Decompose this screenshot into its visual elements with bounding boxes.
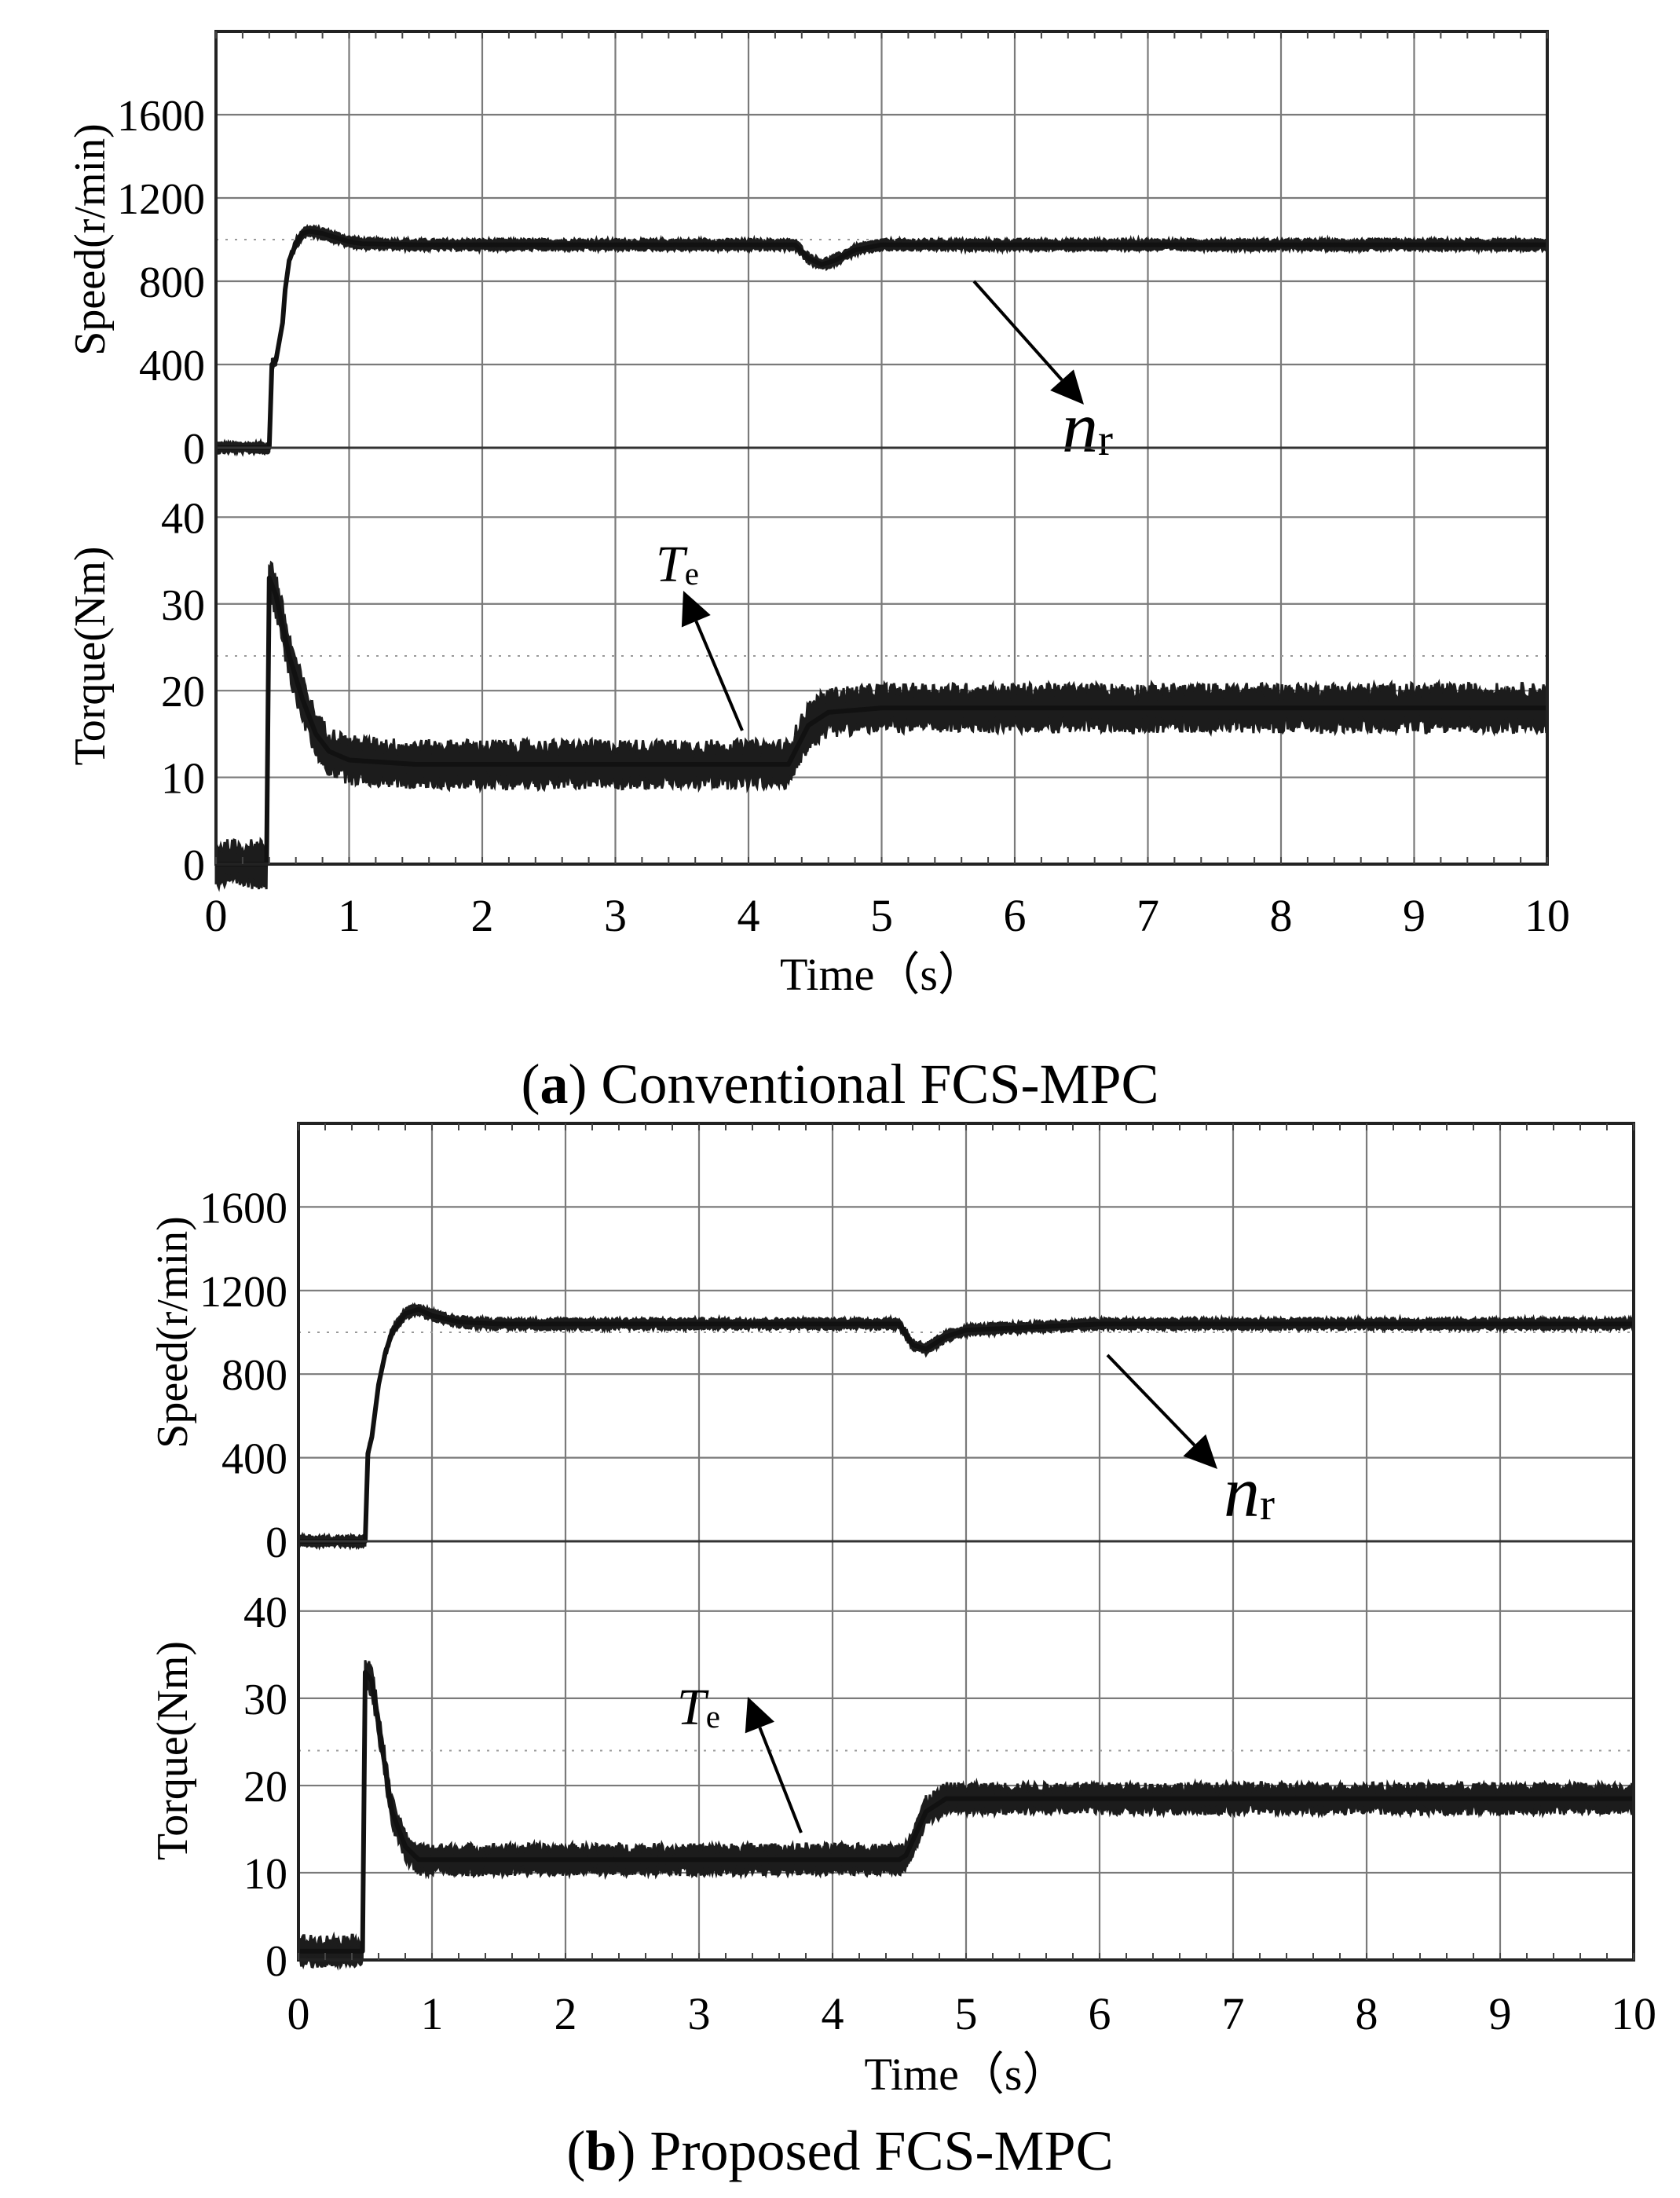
y-tick-label: 30 [161,581,205,630]
annotation-Te: Te [656,536,744,731]
y-tick-label: 10 [243,1850,287,1899]
caption-a-text: Conventional FCS-MPC [601,1053,1159,1115]
y-tick-label: 30 [243,1676,287,1724]
y-tick-label: 800 [139,258,205,307]
annotation-arrow-line [1106,1354,1196,1447]
caption-b-text: Proposed FCS-MPC [650,2119,1114,2182]
x-tick-label: 10 [1611,1988,1656,2039]
chart-panel-b: 040080012001600Speed(r/min)nr010203040To… [148,1122,1656,2100]
y-tick-label: 0 [183,841,205,890]
annotation-label: Te [656,536,699,593]
annotation-label: nr [1224,1452,1275,1532]
x-tick-label: 9 [1403,890,1426,941]
x-tick-label: 5 [955,1988,978,2039]
y-tick-label: 0 [183,425,205,474]
x-tick-label: 6 [1004,890,1027,941]
y-tick-label: 40 [243,1588,287,1637]
annotation-label: nr [1062,387,1113,467]
annotation-nr: nr [1106,1354,1275,1532]
subplot-torque: 0 10 20 30 40 Torque(Nm) Te [148,1541,1635,1986]
annotation-arrow-line [972,280,1063,381]
x-tick-label: 4 [738,890,760,941]
y-tick-label: 400 [221,1435,287,1484]
x-tick-label: 2 [555,1988,577,2039]
x-tick-label: 5 [870,890,893,941]
x-tick-label: 3 [604,890,627,941]
caption-a-letter: a [540,1053,569,1115]
annotation-label: Te [677,1679,720,1736]
x-tick-label: 1 [421,1988,444,2039]
x-tick-label: 10 [1524,890,1570,941]
chart-panel-a: 040080012001600Speed(r/min)nr010203040To… [66,30,1570,1000]
x-tick-label: 3 [688,1988,711,2039]
y-tick-label: 1200 [199,1268,287,1317]
x-axis-label: Time（s） [865,2049,1068,2100]
annotation-nr: nr [972,280,1113,467]
y-axis-label: Torque(Nm) [66,546,115,765]
x-tick-label: 0 [287,1988,310,2039]
annotation-arrow-head [1050,369,1084,405]
y-tick-label: 40 [161,494,205,543]
x-tick-label: 0 [205,890,228,941]
x-tick-label: 8 [1356,1988,1378,2039]
series-Te-trace [216,575,1547,866]
annotation-Te: Te [677,1679,803,1833]
caption-b-letter: b [585,2119,617,2182]
y-tick-label: 10 [161,755,205,804]
y-axis-label: Torque(Nm) [148,1641,197,1860]
y-tick-label: 0 [265,1937,287,1986]
y-tick-label: 800 [221,1351,287,1400]
annotation-arrow-head [1183,1434,1217,1469]
y-tick-label: 400 [139,342,205,390]
y-tick-label: 1600 [199,1184,287,1233]
y-axis-label: Speed(r/min) [148,1216,197,1448]
x-tick-label: 9 [1489,1988,1512,2039]
y-tick-label: 20 [243,1763,287,1812]
annotation-arrow-head [681,591,711,628]
x-tick-label: 7 [1136,890,1159,941]
x-tick-label: 8 [1270,890,1293,941]
series-nr-trace [216,229,1547,450]
annotation-arrow-head [745,1697,774,1734]
x-tick-label: 2 [471,890,494,941]
series-Te-trace [298,1669,1634,1954]
y-tick-label: 1600 [117,92,205,141]
series-nr-trace [298,1306,1634,1544]
annotation-arrow-line [758,1727,803,1833]
caption-a: (a) Conventional FCS-MPC [521,1053,1159,1115]
y-axis-label: Speed(r/min) [66,123,115,355]
x-tick-label: 4 [822,1988,844,2039]
x-tick-label: 7 [1222,1988,1245,2039]
y-tick-label: 1200 [117,175,205,224]
annotation-arrow-line [694,620,744,731]
y-tick-label: 20 [161,668,205,716]
x-axis-label: Time（s） [780,949,983,1000]
x-tick-label: 1 [338,890,361,941]
caption-b: (b) Proposed FCS-MPC [566,2119,1114,2182]
subplot-torque: 0 10 20 30 40 Torque(Nm) Te [66,448,1549,892]
x-tick-label: 6 [1089,1988,1111,2039]
y-tick-label: 0 [265,1518,287,1567]
